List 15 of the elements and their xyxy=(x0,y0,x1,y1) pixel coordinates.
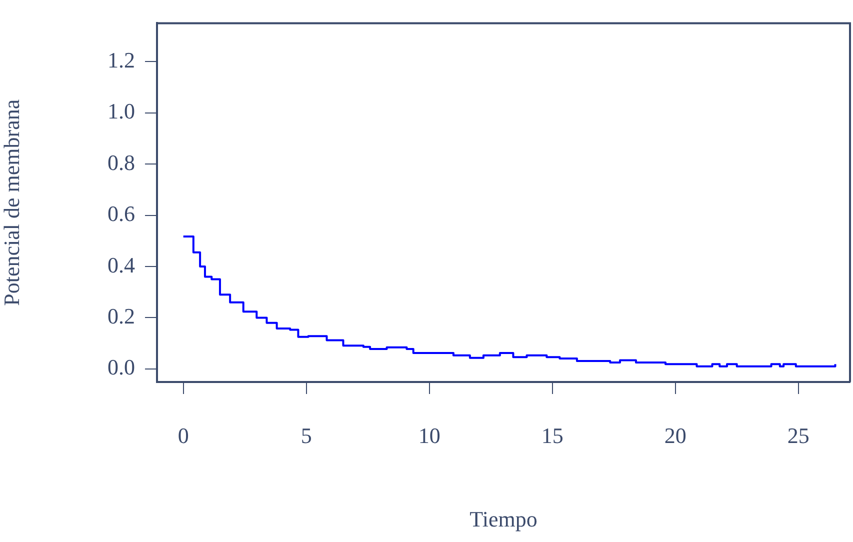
y-tick-label: 0.8 xyxy=(108,150,135,175)
y-axis-title: Potencial de membrana xyxy=(0,99,24,306)
y-tick-label: 0.2 xyxy=(108,304,135,328)
x-tick-label: 5 xyxy=(300,422,312,448)
x-tick-label: 10 xyxy=(418,422,440,448)
y-tick-label: 0.4 xyxy=(108,252,135,278)
x-tick-label: 0 xyxy=(178,422,189,448)
y-tick-label: 0.0 xyxy=(108,354,135,380)
x-axis-title: Tiempo xyxy=(470,506,538,532)
x-tick-label: 25 xyxy=(787,422,810,448)
x-tick-label: 15 xyxy=(541,422,564,448)
y-tick-label: 0.6 xyxy=(108,201,135,226)
y-tick-label: 1.2 xyxy=(108,47,135,72)
x-tick-label: 20 xyxy=(664,422,686,448)
y-tick-label: 1.0 xyxy=(108,98,135,124)
